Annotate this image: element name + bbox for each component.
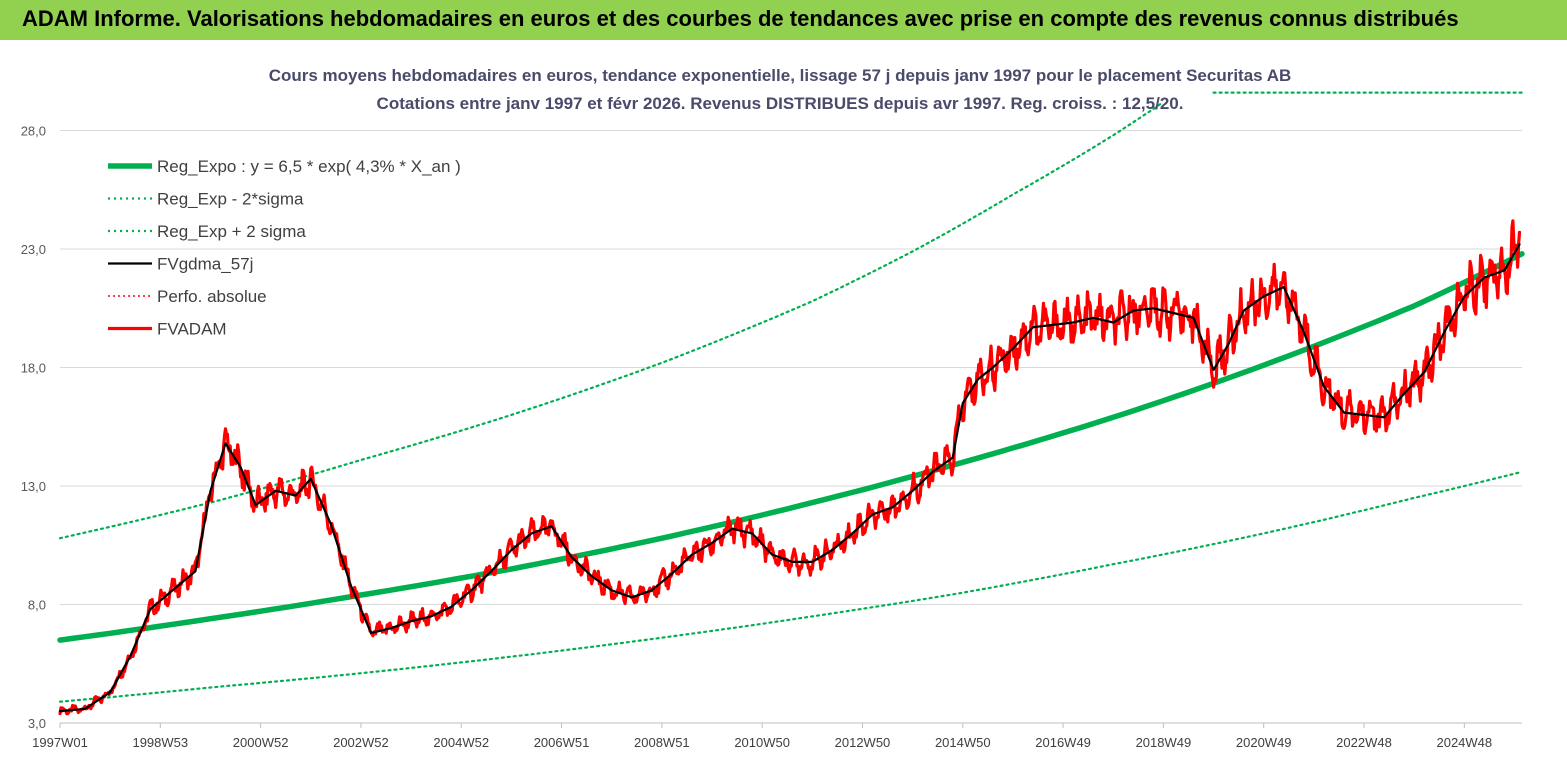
y-tick-label: 28,0 <box>21 124 46 139</box>
y-tick-label: 13,0 <box>21 479 46 494</box>
banner-title: ADAM Informe. Valorisations hebdomadaire… <box>22 6 1459 31</box>
x-tick-label: 2004W52 <box>433 735 489 750</box>
x-tick-label: 2022W48 <box>1336 735 1392 750</box>
x-tick-label: 2020W49 <box>1236 735 1292 750</box>
series-lines <box>57 91 1525 716</box>
y-tick-label: 18,0 <box>21 361 46 376</box>
y-tick-label: 23,0 <box>21 242 46 257</box>
x-tick-label: 2010W50 <box>734 735 790 750</box>
header-banner: ADAM Informe. Valorisations hebdomadaire… <box>0 0 1567 40</box>
x-tick-label: 2000W52 <box>233 735 289 750</box>
legend-label: Perfo. absolue <box>157 287 267 306</box>
y-tick-label: 8,0 <box>28 598 46 613</box>
x-tick-label: 2008W51 <box>634 735 690 750</box>
legend-label: Reg_Exp + 2 sigma <box>157 222 306 241</box>
x-tick-label: 2002W52 <box>333 735 389 750</box>
series-line <box>58 101 1165 540</box>
legend-label: Reg_Exp - 2*sigma <box>157 190 304 209</box>
chart-title: Cours moyens hebdomadaires en euros, ten… <box>269 66 1292 113</box>
x-tick-label: 1997W01 <box>32 735 88 750</box>
x-tick-label: 2006W51 <box>534 735 590 750</box>
series-line <box>58 470 1524 703</box>
x-tick-label: 2012W50 <box>835 735 891 750</box>
series-line <box>58 243 1521 713</box>
chart: 3,0 8,0 13,0 18,0 23,0 28,0 1997W01 1998W53 200… <box>21 66 1525 750</box>
x-tick-label: 2018W49 <box>1136 735 1192 750</box>
legend: Reg_Expo : y = 6,5 * exp( 4,3% * X_an ) R… <box>108 157 461 339</box>
chart-title-line-1: Cours moyens hebdomadaires en euros, ten… <box>269 66 1292 85</box>
x-tick-label: 2024W48 <box>1436 735 1492 750</box>
x-tick-label: 2016W49 <box>1035 735 1091 750</box>
series-line <box>58 219 1522 716</box>
x-tick-label: 2014W50 <box>935 735 991 750</box>
y-tick-labels: 3,0 8,0 13,0 18,0 23,0 28,0 <box>21 124 46 731</box>
series-line <box>57 251 1525 643</box>
chart-frame: 3,0 8,0 13,0 18,0 23,0 28,0 1997W01 1998W53 200… <box>0 40 1567 783</box>
axes <box>59 722 1522 728</box>
x-tick-labels: 1997W01 1998W53 2000W52 2002W52 2004W52 2006W… <box>32 735 1492 750</box>
x-tick-label: 1998W53 <box>132 735 188 750</box>
legend-label: FVgdma_57j <box>157 255 253 274</box>
chart-title-line-2: Cotations entre janv 1997 et févr 2026. … <box>377 94 1184 113</box>
legend-label: Reg_Expo : y = 6,5 * exp( 4,3% * X_an ) <box>157 157 461 176</box>
y-tick-label: 3,0 <box>28 716 46 731</box>
grid-lines <box>60 130 1522 724</box>
legend-label: FVADAM <box>157 320 227 339</box>
